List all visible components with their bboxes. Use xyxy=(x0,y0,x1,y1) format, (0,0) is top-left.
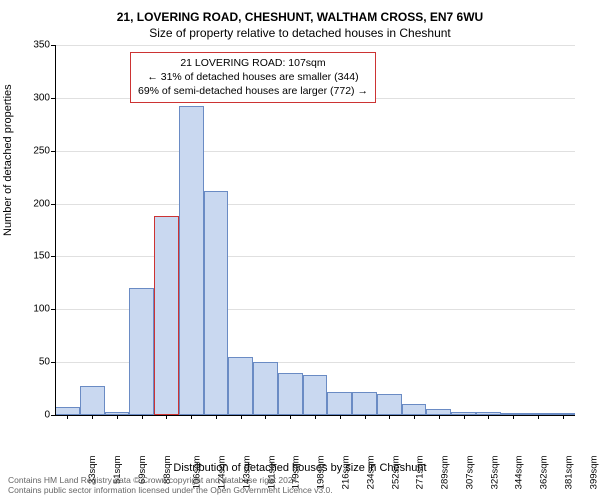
x-axis-label: Distribution of detached houses by size … xyxy=(0,462,600,474)
annotation-line-1: 21 LOVERING ROAD: 107sqm xyxy=(138,56,368,70)
y-axis-label: Number of detached properties xyxy=(2,84,14,236)
y-tick-label: 150 xyxy=(5,251,50,262)
footer-line-2: Contains public sector information licen… xyxy=(8,485,333,496)
y-tick-label: 100 xyxy=(5,304,50,315)
footer-line-1: Contains HM Land Registry data © Crown c… xyxy=(8,475,333,486)
y-tick-label: 350 xyxy=(5,40,50,51)
bar xyxy=(204,191,229,415)
bar xyxy=(179,106,204,415)
bar xyxy=(253,362,278,415)
footer-attribution: Contains HM Land Registry data © Crown c… xyxy=(8,475,333,496)
bar xyxy=(327,392,352,415)
annotation-line-3: 69% of semi-detached houses are larger (… xyxy=(138,84,368,98)
bar xyxy=(352,392,377,415)
y-tick-label: 50 xyxy=(5,357,50,368)
x-axis-line xyxy=(55,415,575,416)
chart-title-main: 21, LOVERING ROAD, CHESHUNT, WALTHAM CRO… xyxy=(0,0,600,24)
bar xyxy=(402,404,427,415)
bar xyxy=(303,375,328,415)
bar xyxy=(55,407,80,415)
annotation-line-2: ← 31% of detached houses are smaller (34… xyxy=(138,70,368,84)
y-axis-line xyxy=(55,45,56,415)
bar xyxy=(377,394,402,415)
bar xyxy=(278,373,303,415)
bar-highlighted xyxy=(154,216,179,415)
bar xyxy=(80,386,105,415)
chart-title-sub: Size of property relative to detached ho… xyxy=(0,24,600,40)
bar xyxy=(129,288,154,415)
annotation-box: 21 LOVERING ROAD: 107sqm ← 31% of detach… xyxy=(130,52,376,103)
y-tick-label: 0 xyxy=(5,410,50,421)
bar xyxy=(228,357,253,415)
